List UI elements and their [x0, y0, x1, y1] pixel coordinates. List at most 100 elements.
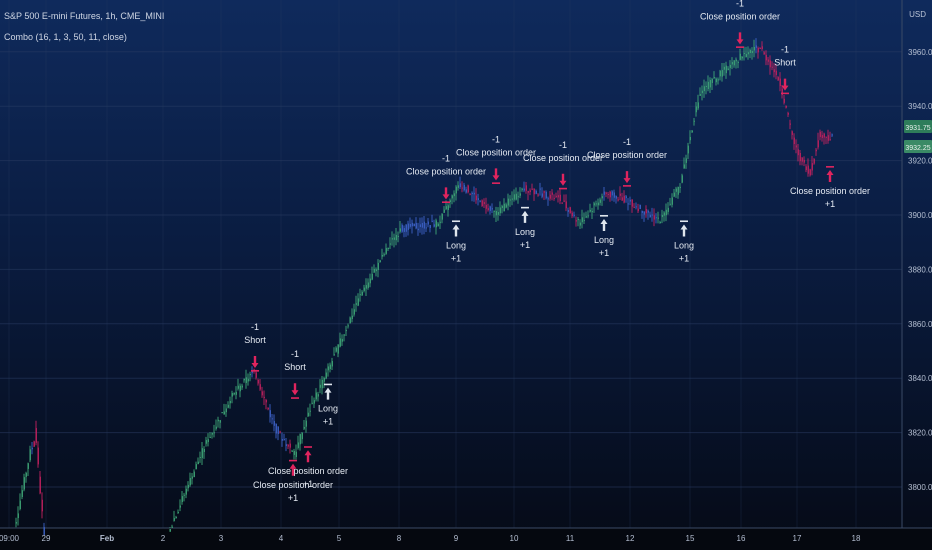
candle-body [249, 374, 251, 376]
candle-body [831, 134, 833, 136]
candle-body [297, 442, 299, 448]
candle-body [367, 282, 369, 288]
candle-body [501, 206, 503, 208]
candle-body [515, 193, 517, 200]
price-tick-label: 3960.0 [908, 48, 932, 57]
candle-body [739, 53, 741, 60]
signal-marker[interactable]: Close position order+1 [253, 459, 333, 503]
candle-body [177, 511, 179, 514]
candle-body [23, 477, 25, 490]
time-tick-label: 8 [397, 534, 402, 543]
short-arrow-icon [736, 32, 744, 45]
short-arrow-icon [442, 187, 450, 200]
candle-body [219, 420, 221, 423]
signal-marker[interactable]: Close position order+1 [790, 166, 870, 209]
signal-marker[interactable]: -1 Close position order [406, 153, 486, 203]
candle-body [497, 212, 499, 215]
signal-name-label: Close position order [406, 166, 486, 176]
last-price-badge: 3932.25 [904, 140, 932, 153]
candle-body [241, 385, 243, 388]
badge-value: 3931.75 [905, 125, 930, 132]
time-tick-label: 10 [510, 534, 519, 543]
candle-body [33, 441, 35, 447]
signal-marker[interactable]: Long +1 [446, 220, 466, 263]
candle-body [789, 123, 791, 125]
candle-body [635, 206, 637, 208]
candle-body [763, 52, 765, 55]
candle-body [729, 64, 731, 68]
candle-body [657, 217, 659, 219]
signal-tick [452, 220, 460, 223]
signal-marker[interactable]: -1 Short [774, 45, 796, 95]
candle-body [443, 209, 445, 213]
candle-body [829, 139, 831, 141]
signal-marker[interactable]: Long +1 [318, 383, 338, 427]
candle-body [281, 438, 283, 441]
candle-body [189, 477, 191, 486]
candle-body [809, 169, 811, 176]
signal-marker[interactable]: -1 Close position order [523, 140, 603, 190]
signal-marker[interactable]: Long +1 [674, 220, 694, 263]
price-axis[interactable]: 3800.0 3820.0 3840.0 3860.0 3880.0 3900.0 3920… [901, 0, 932, 528]
candle-body [799, 153, 801, 162]
signal-marker[interactable]: Long +1 [515, 206, 535, 250]
candle-body [423, 221, 425, 229]
candles[interactable] [15, 38, 833, 535]
candle-body [283, 438, 285, 441]
candle-body [563, 200, 565, 202]
candle-body [623, 195, 625, 203]
badge-value: 3932.25 [905, 145, 930, 152]
candle-body [451, 195, 453, 199]
candle-body [683, 164, 685, 169]
signal-qty-label: +1 [288, 493, 298, 503]
signal-marker[interactable]: Long +1 [594, 215, 614, 258]
price-tick-label: 3900.0 [908, 211, 932, 220]
candle-body [363, 287, 365, 291]
candle-body [269, 410, 271, 418]
candle-body [191, 476, 193, 479]
signal-qty-label: +1 [303, 479, 313, 489]
candle-body [43, 527, 45, 535]
candle-body [777, 77, 779, 81]
time-axis[interactable]: 09:00 29 Feb 2 3 4 5 8 9 10 11 12 15 16 17 18 [0, 527, 932, 550]
candle-body [223, 411, 225, 415]
candle-body [431, 220, 433, 222]
signal-marker[interactable]: -1 Close position order [456, 134, 536, 184]
candle-body [345, 330, 347, 332]
candle-body [681, 175, 683, 183]
candle-body [701, 90, 703, 94]
candle-body [599, 199, 601, 203]
candle-body [731, 62, 733, 65]
candle-body [679, 186, 681, 188]
candle-body [491, 208, 493, 210]
signal-marker[interactable]: -1 Close position order [700, 0, 780, 48]
candle-body [17, 513, 19, 519]
candle-body [625, 196, 627, 199]
signal-marker[interactable]: Close position order+1 [268, 446, 348, 489]
signal-marker[interactable]: -1 Short [284, 349, 306, 399]
signal-tick [826, 166, 834, 168]
price-tick-label: 3840.0 [908, 374, 932, 383]
candle-body [435, 220, 437, 228]
candle-body [797, 149, 799, 156]
price-tick-label: 3920.0 [908, 157, 932, 166]
candle-body [351, 315, 353, 319]
candle-body [673, 192, 675, 197]
price-tick-label: 3800.0 [908, 483, 932, 492]
signal-marker[interactable]: -1 Close position order [587, 137, 667, 187]
signal-marker[interactable]: -1 Short [244, 322, 266, 372]
candle-body [761, 46, 763, 50]
time-tick-label: 9 [454, 534, 459, 543]
short-arrow-icon [492, 168, 500, 181]
candle-body [531, 188, 533, 190]
candle-body [817, 140, 819, 148]
study-legend[interactable]: Combo (16, 1, 3, 50, 11, close) [4, 32, 127, 42]
signal-tick [623, 185, 631, 187]
candle-body [353, 309, 355, 315]
time-tick-label: 11 [566, 534, 575, 543]
candle-body [557, 195, 559, 198]
candle-body [203, 449, 205, 452]
